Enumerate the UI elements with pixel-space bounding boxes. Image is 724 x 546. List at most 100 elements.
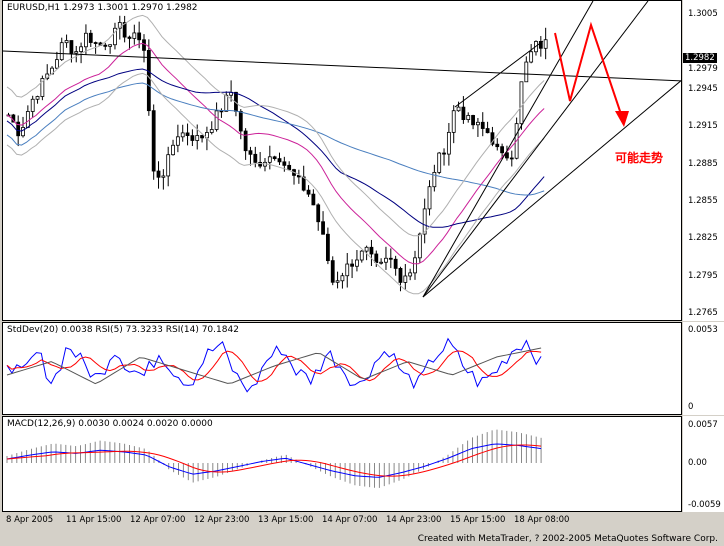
current-price-tag: 1.2982 — [683, 53, 717, 63]
candle-body — [340, 275, 345, 282]
candle-body — [384, 257, 388, 263]
candle-body — [296, 175, 301, 178]
candle-body — [122, 22, 127, 38]
time-axis-label: 13 Apr 15:00 — [258, 515, 314, 525]
macd-axis: 0.0057 0.00 -0.0059 — [683, 416, 724, 512]
candle-body — [287, 164, 292, 170]
candle-body — [335, 280, 340, 283]
candle-body — [403, 275, 408, 283]
time-axis: 8 Apr 2005 11 Apr 15:00 12 Apr 07:00 12 Apr… — [2, 512, 682, 528]
candle-body — [190, 135, 195, 141]
candle-body — [88, 32, 93, 43]
time-axis-label: 18 Apr 08:00 — [514, 515, 570, 525]
candle-body — [393, 258, 398, 269]
candle-body — [432, 171, 437, 188]
candle-body — [209, 129, 214, 133]
macd-title: MACD(12,26,9) 0.0030 0.0024 0.0020 0.000… — [7, 419, 213, 429]
forecast-path — [554, 21, 625, 124]
stddev-rsi-svg — [6, 337, 542, 393]
candle-body — [451, 110, 456, 133]
candle-body — [500, 146, 505, 154]
candle-body — [345, 263, 350, 277]
price-chart-title: EURUSD,H1 1.2973 1.3001 1.2970 1.2982 — [7, 3, 198, 13]
stddev-rsi-panel[interactable]: StdDev(20) 0.0038 RSI(5) 73.3233 RSI(14)… — [2, 322, 682, 415]
candle-body — [456, 106, 461, 112]
stddev-tick-top: 0.0053 — [688, 325, 718, 335]
stddev-rsi-title: StdDev(20) 0.0038 RSI(5) 73.3233 RSI(14)… — [7, 325, 239, 335]
price-tick-label: 1.3005 — [688, 9, 718, 20]
horizontal-trend-line — [3, 50, 681, 82]
candle-body — [437, 152, 442, 173]
candle-body — [151, 110, 156, 172]
candle-body — [476, 121, 480, 126]
candle-body — [64, 40, 69, 44]
macd-tick-top: 0.0057 — [688, 420, 718, 430]
navy-moving-average — [6, 68, 545, 228]
price-tick-label: 1.2795 — [688, 270, 718, 281]
price-tick-label: 1.2765 — [688, 308, 718, 318]
macd-tick-zero: 0.00 — [688, 458, 707, 468]
candle-body — [127, 36, 132, 39]
time-axis-label: 12 Apr 07:00 — [130, 515, 186, 525]
time-axis-label: 14 Apr 23:00 — [386, 515, 442, 525]
price-tick-label: 1.2945 — [688, 83, 718, 94]
candle-body — [398, 268, 403, 283]
candle-body — [480, 121, 485, 129]
candle-body — [379, 261, 384, 264]
candle-body — [180, 132, 185, 138]
candle-body — [258, 161, 263, 167]
candle-body — [524, 61, 529, 83]
macd-signal-line — [6, 444, 542, 477]
price-chart-panel[interactable]: EURUSD,H1 1.2973 1.3001 1.2970 1.2982 可能… — [2, 0, 682, 321]
candle-body — [16, 121, 21, 137]
candle-body — [277, 158, 282, 163]
candle-body — [538, 41, 543, 49]
candle-body — [485, 128, 490, 134]
time-axis-label: 11 Apr 15:00 — [66, 515, 122, 525]
price-tick-label: 1.2885 — [688, 158, 718, 169]
price-chart-svg — [3, 1, 681, 298]
candle-body — [21, 127, 25, 137]
candle-body — [175, 136, 180, 146]
candle-body — [388, 257, 393, 260]
rsi-5-line — [6, 337, 542, 393]
candle-body — [103, 44, 108, 47]
channel-lower-line — [422, 80, 681, 298]
candle-body — [427, 186, 432, 210]
candle-body — [219, 110, 224, 113]
candle-body — [471, 115, 475, 126]
candle-body — [156, 170, 161, 178]
candle-body — [243, 130, 248, 152]
candle-body — [316, 204, 321, 223]
candle-body — [446, 131, 451, 155]
candle-body — [113, 27, 117, 46]
candle-body — [490, 132, 495, 145]
candle-body — [54, 59, 59, 69]
candle-body — [408, 272, 413, 277]
candle-body — [166, 154, 171, 177]
candle-body — [350, 263, 354, 267]
rsi-14-line — [6, 350, 542, 383]
candle-body — [40, 78, 45, 97]
candle-body — [93, 42, 98, 44]
candle-body — [195, 135, 200, 141]
pink-moving-average — [6, 42, 545, 265]
candle-body — [171, 144, 175, 156]
candle-body — [142, 39, 146, 51]
candle-body — [137, 32, 142, 41]
candle-body — [108, 44, 113, 47]
candle-body — [325, 233, 330, 262]
macd-panel[interactable]: MACD(12,26,9) 0.0030 0.0024 0.0020 0.000… — [2, 416, 682, 512]
candle-body — [161, 175, 166, 178]
candle-body — [519, 81, 524, 125]
candle-body — [306, 189, 311, 195]
candle-body — [529, 51, 534, 63]
candle-body — [185, 132, 190, 137]
candle-body — [282, 161, 287, 166]
time-axis-label: 15 Apr 15:00 — [450, 515, 506, 525]
candle-body — [364, 246, 369, 252]
candle-body — [69, 40, 74, 54]
stddev-axis: 0.0053 0 — [683, 322, 724, 415]
candle-body — [330, 260, 335, 283]
candle-body — [359, 250, 364, 261]
